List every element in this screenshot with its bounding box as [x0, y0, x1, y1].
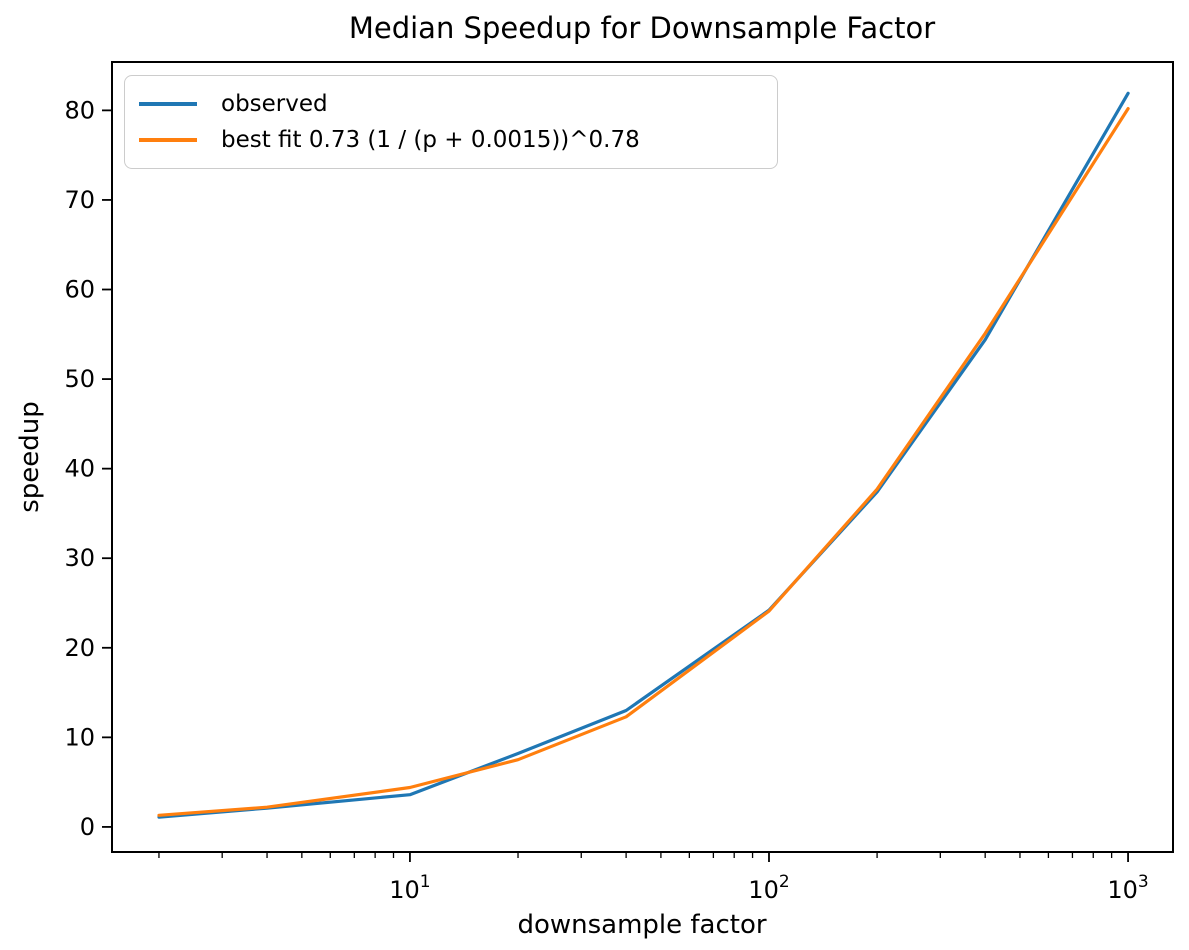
- y-tick-label: 70: [64, 186, 95, 214]
- y-tick-label: 40: [64, 455, 95, 483]
- chart-title: Median Speedup for Downsample Factor: [348, 11, 936, 45]
- best-fit-line-swatch: [139, 138, 197, 143]
- legend-item-best-fit: best fit 0.73 (1 / (p + 0.0015))^0.78: [139, 127, 763, 153]
- y-tick-label: 30: [64, 544, 95, 572]
- best-fit-line: [157, 106, 1130, 817]
- legend-label-best-fit: best fit 0.73 (1 / (p + 0.0015))^0.78: [221, 127, 640, 154]
- x-tick-label: 103: [1107, 872, 1148, 904]
- x-tick-label: 101: [389, 872, 430, 904]
- y-tick-label: 80: [64, 96, 95, 124]
- observed-line: [157, 91, 1130, 819]
- y-tick-label: 20: [64, 634, 95, 662]
- legend: observed best fit 0.73 (1 / (p + 0.0015)…: [124, 75, 778, 169]
- y-tick-label: 60: [64, 276, 95, 304]
- y-tick-label: 10: [64, 723, 95, 751]
- x-axis-label: downsample factor: [517, 910, 767, 940]
- y-tick-label: 50: [64, 365, 95, 393]
- y-axis-label: speedup: [15, 401, 45, 513]
- legend-item-observed: observed: [139, 91, 763, 117]
- legend-label-observed: observed: [221, 90, 328, 117]
- axes-spines: [111, 61, 1174, 853]
- x-tick-label: 102: [748, 872, 789, 904]
- observed-line-swatch: [139, 101, 197, 106]
- y-tick-label: 0: [80, 813, 95, 841]
